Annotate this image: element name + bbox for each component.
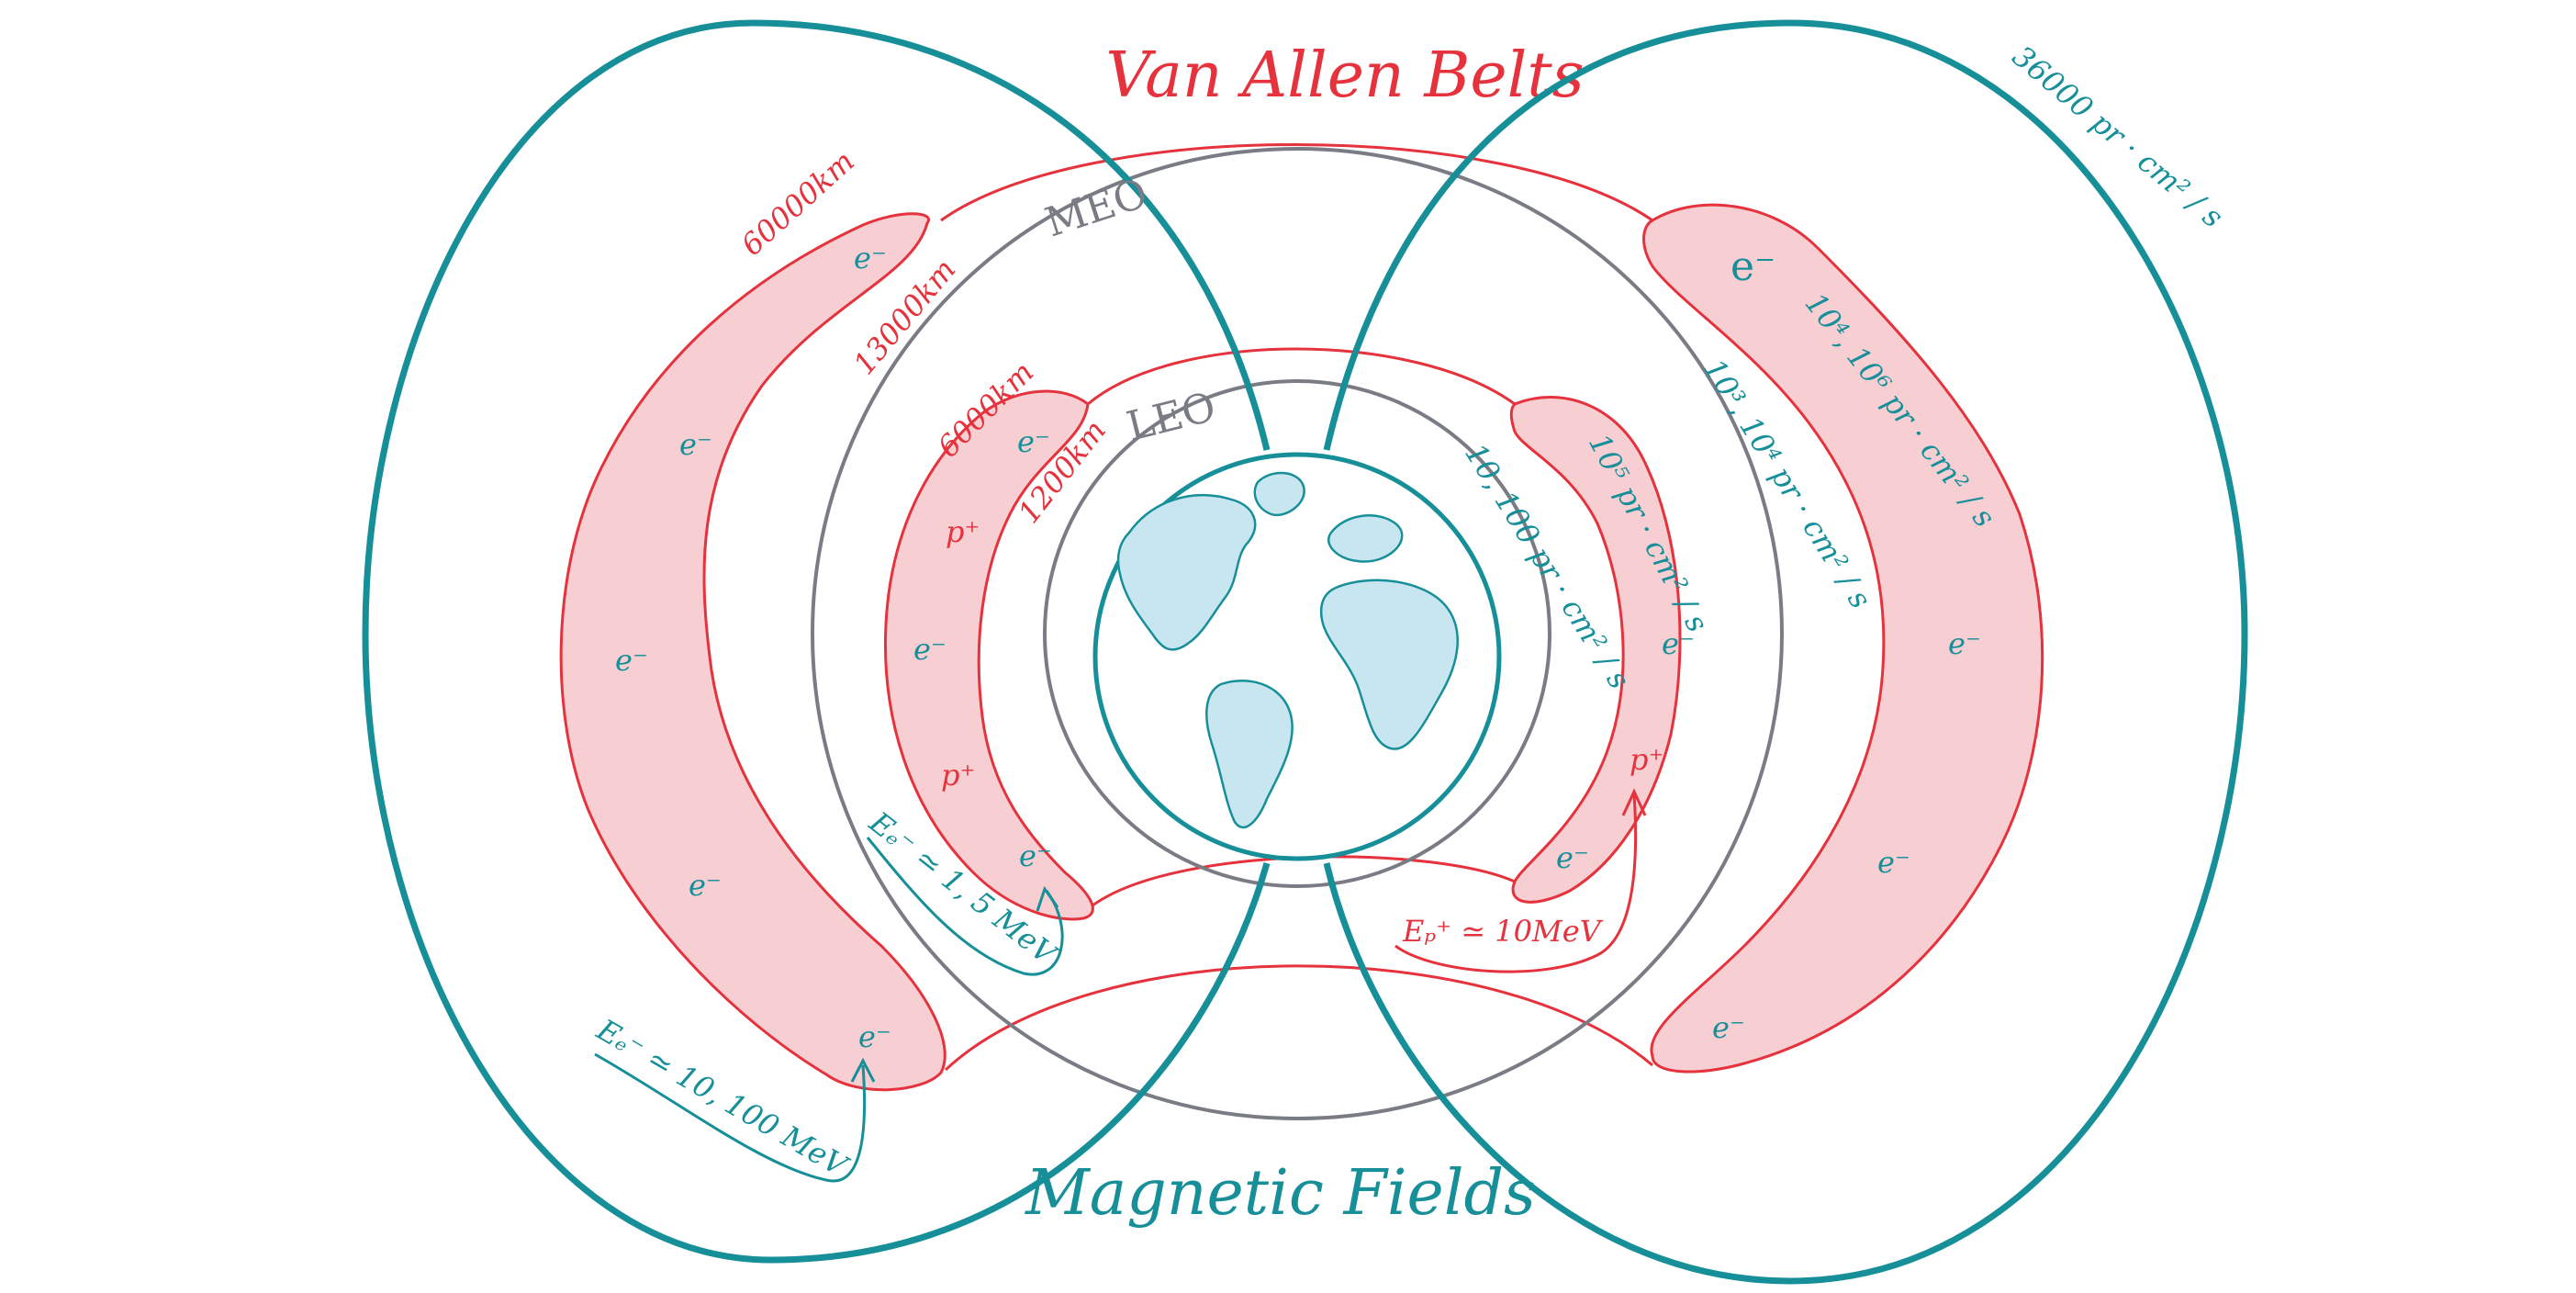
inner-electron-energy-arrow [866,837,1064,976]
electron-label: e⁻ [689,868,722,903]
magnetic-field-left [362,19,1271,1264]
meo-label: MEO [1040,170,1153,247]
meo-orbit [811,147,1784,1120]
proton-label: p⁺ [941,758,975,793]
electron-label: e⁻ [615,643,648,678]
electron-label: e⁻ [1712,1010,1745,1045]
flux-outer-top: 36000 pr · cm² / s [2006,39,2230,235]
electron-label: e⁻ [1730,243,1775,290]
outer-belt-left [559,212,946,1092]
proton-label: p⁺ [1630,742,1663,777]
outer-belt-bottom-arc [944,964,1653,1072]
electron-label: e⁻ [913,632,946,667]
electron-label: e⁻ [1948,626,1981,661]
electron-label: e⁻ [858,1019,891,1054]
magnetic-field-right [1323,19,2248,1285]
inner-proton-energy-label: Eₚ⁺ ≃ 10MeV [1402,914,1604,949]
diagram-footer-title: Magnetic Fields [1024,1157,1536,1230]
electron-label: e⁻ [1556,840,1589,875]
electron-label: e⁻ [854,241,887,275]
outer-belt-right [1642,203,2044,1074]
leo-orbit [1043,379,1551,888]
electron-label: e⁻ [1877,845,1910,880]
earth-continents-icon [1116,471,1459,829]
electron-label: e⁻ [1017,424,1050,459]
inner-belt-bottom-arc [1087,855,1516,911]
outer-electron-energy-arrow [594,1052,876,1183]
inner-belt-top-arc [1087,347,1516,406]
electron-label: e⁻ [1662,626,1695,661]
diagram-title: Van Allen Belts [1105,39,1584,112]
proton-label: p⁺ [946,514,980,549]
inner-belt-left [883,389,1094,921]
inner-proton-energy-arrow [1394,788,1647,973]
outer-belt-top-arc [940,143,1653,222]
electron-label: e⁻ [679,427,712,462]
electron-label: e⁻ [1019,838,1052,873]
inner-belt-right [1509,396,1682,904]
leo-label: LEO [1122,384,1220,451]
